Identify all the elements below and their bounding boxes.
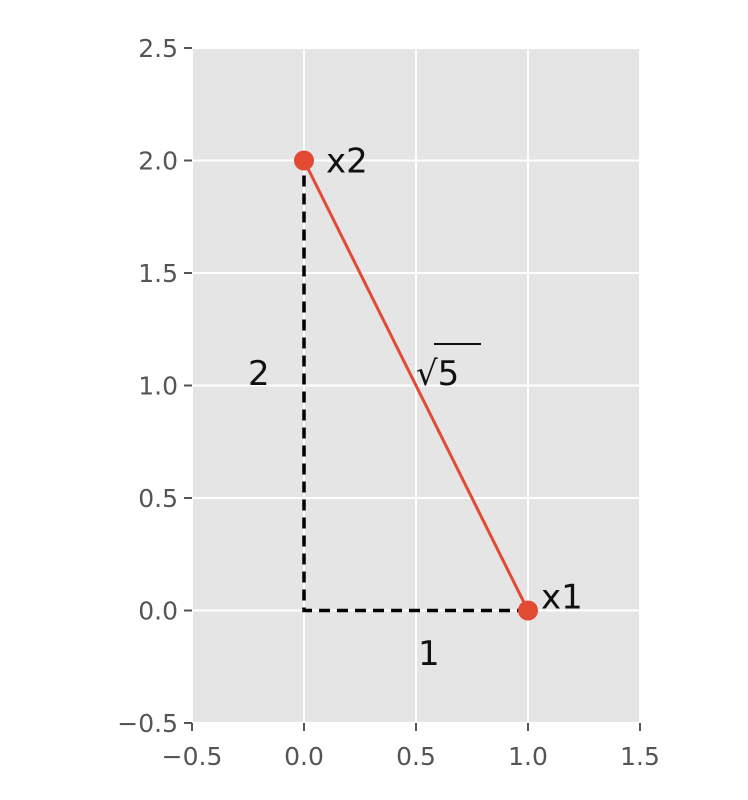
y-tick-label: 1.5 bbox=[138, 259, 178, 288]
x-tick-label: 1.5 bbox=[620, 742, 660, 771]
y-tick-label: 2.0 bbox=[138, 147, 178, 176]
x-tick-label: 0.5 bbox=[396, 742, 436, 771]
point-label: x1 bbox=[541, 578, 583, 618]
ticks: −0.5 0.0 0.5 1.0 1.5 −0.5 0.0 0.5 1.0 1.5 2.0 2.5 bbox=[117, 34, 660, 771]
hypotenuse-line bbox=[302, 159, 530, 612]
annotations: √5 2 1 bbox=[248, 343, 481, 674]
x-tick-label: 0.0 bbox=[284, 742, 324, 771]
sqrt5-value: 5 bbox=[438, 354, 460, 394]
lines bbox=[302, 159, 530, 613]
y-tick-label: 2.5 bbox=[138, 34, 178, 63]
x-tick-label: 1.0 bbox=[508, 742, 548, 771]
y-tick-label: −0.5 bbox=[117, 709, 178, 738]
point-marker bbox=[294, 150, 314, 171]
annotation-vertical-leg: 2 bbox=[248, 354, 270, 394]
sqrt5-radical: √ bbox=[416, 354, 438, 394]
annotation-sqrt5: √5 bbox=[416, 354, 459, 394]
y-tick-label: 0.5 bbox=[138, 484, 178, 513]
y-tick-label: 1.0 bbox=[138, 372, 178, 401]
x-tick-label: −0.5 bbox=[162, 742, 223, 771]
dashed-legs bbox=[302, 160, 528, 613]
points: x1 x2 bbox=[294, 142, 583, 621]
annotation-horizontal-leg: 1 bbox=[418, 634, 440, 674]
point-marker bbox=[518, 600, 538, 621]
y-tick-label: 0.0 bbox=[138, 597, 178, 626]
point-label: x2 bbox=[326, 142, 368, 182]
